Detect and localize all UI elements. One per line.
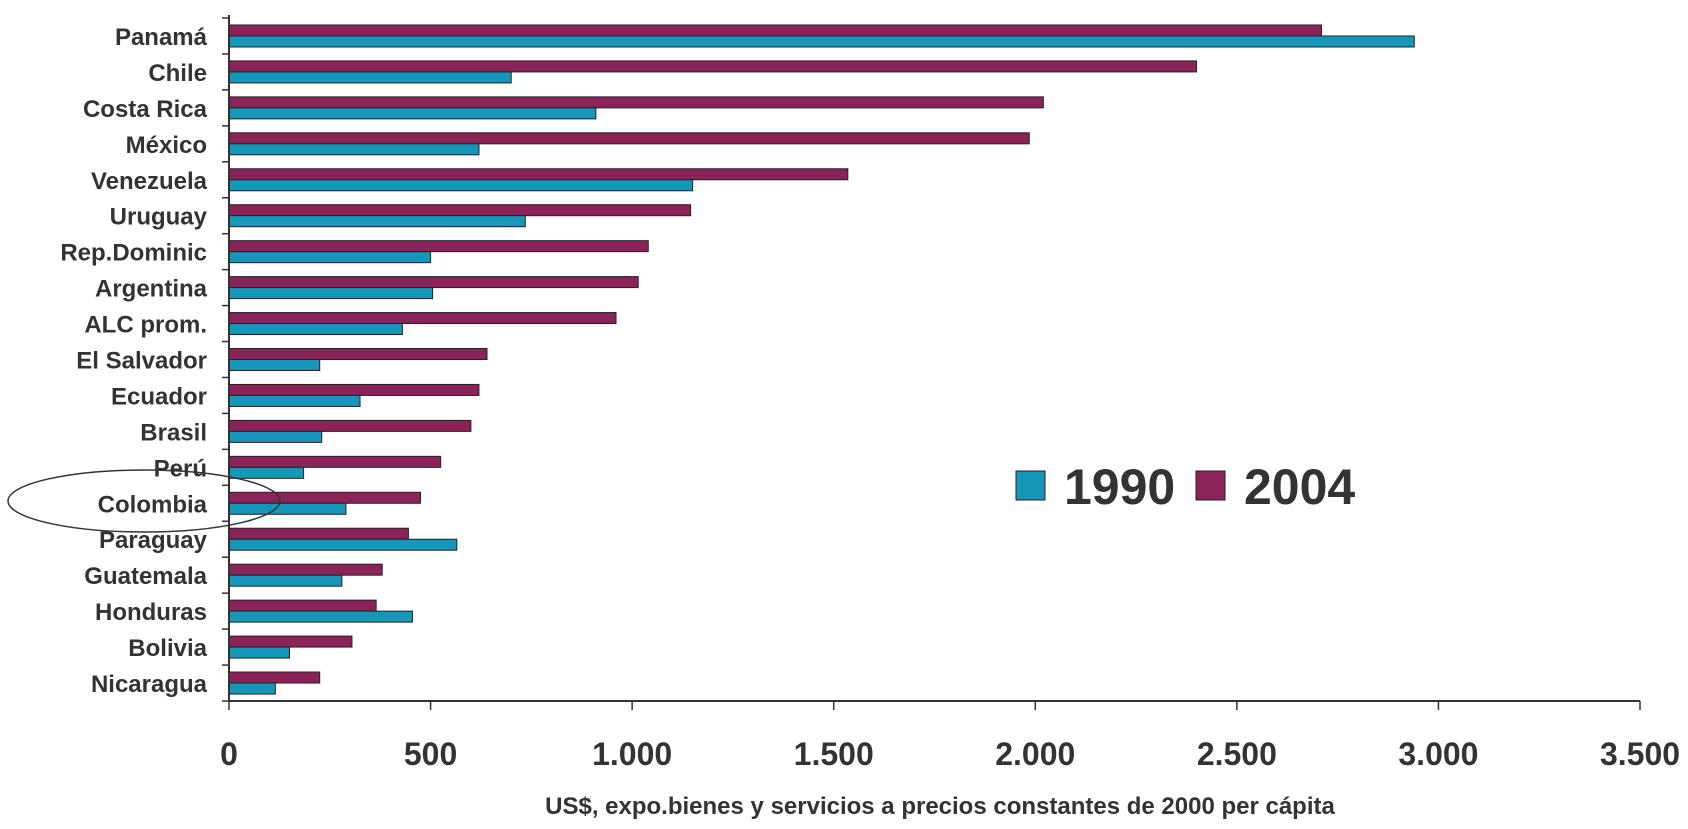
- bar-ecuador-1990: [228, 394, 361, 407]
- category-label-venezuela: Venezuela: [91, 168, 208, 195]
- category-label-alc-prom: ALC prom.: [84, 312, 207, 339]
- x-tick-label-0: 0: [220, 736, 238, 772]
- category-label-peru: Perú: [154, 455, 207, 482]
- x-tick-label-1-500: 1.500: [794, 736, 874, 772]
- bar-ecuador-2004: [228, 383, 480, 396]
- bar-peru-1990: [228, 466, 305, 479]
- bar-guatemala-1990: [228, 574, 343, 587]
- bar-el-salvador-1990: [228, 359, 321, 371]
- bar-uruguay-1990: [228, 215, 526, 228]
- bar-peru-2004: [228, 455, 442, 468]
- bar-mexico-1990: [228, 143, 480, 156]
- bar-alc-prom-2004: [228, 312, 617, 325]
- x-tick-label-3-500: 3.500: [1600, 736, 1680, 772]
- bar-panama-2004: [228, 24, 1323, 37]
- category-label-rep-dominic: Rep.Dominic: [60, 240, 207, 267]
- bar-costa-rica-2004: [228, 96, 1044, 109]
- category-label-honduras: Honduras: [95, 599, 207, 626]
- x-tick-label-3-000: 3.000: [1398, 736, 1478, 772]
- bar-paraguay-2004: [228, 527, 409, 540]
- x-tick-label-2-000: 2.000: [995, 736, 1075, 772]
- bar-brasil-1990: [228, 430, 323, 443]
- bar-chile-2004: [228, 60, 1198, 73]
- bar-mexico-2004: [228, 132, 1030, 145]
- category-label-el-salvador: El Salvador: [76, 348, 207, 375]
- category-labels: Panamá Chile Costa Rica México Venezuela Urug…: [60, 24, 207, 698]
- x-tick-label-2-500: 2.500: [1197, 736, 1277, 772]
- x-axis-label: US$, expo.bienes y servicios a precios c…: [545, 793, 1335, 820]
- axes: [222, 15, 1641, 710]
- bar-guatemala-2004: [228, 563, 383, 576]
- bar-rep-dominic-1990: [228, 251, 432, 264]
- bar-chile-1990: [228, 71, 512, 84]
- category-label-argentina: Argentina: [95, 276, 208, 303]
- category-label-nicaragua: Nicaragua: [91, 671, 208, 698]
- category-label-uruguay: Uruguay: [110, 204, 208, 231]
- legend-swatch-1990: [1015, 470, 1046, 501]
- bar-costa-rica-1990: [228, 107, 597, 120]
- bar-nicaragua-1990: [228, 682, 276, 695]
- highlight-ellipse: [7, 469, 281, 533]
- bar-bolivia-2004: [228, 635, 353, 648]
- category-label-bolivia: Bolivia: [128, 635, 207, 662]
- legend-label-2004: 2004: [1244, 459, 1355, 515]
- x-tick-labels: 0 500 1.000 1.500 2.000 2.500 3.000 3.500: [220, 736, 1680, 772]
- bar-rep-dominic-2004: [228, 240, 649, 253]
- bars-group: [228, 24, 1415, 695]
- bar-bolivia-1990: [228, 646, 290, 659]
- category-label-costa-rica: Costa Rica: [83, 96, 208, 123]
- bar-colombia-1990: [228, 502, 347, 515]
- x-tick-label-1-000: 1.000: [592, 736, 672, 772]
- category-label-brasil: Brasil: [140, 419, 207, 446]
- bar-argentina-2004: [228, 276, 639, 289]
- category-label-panama: Panamá: [115, 24, 208, 51]
- bar-paraguay-1990: [228, 538, 458, 551]
- bar-honduras-2004: [228, 599, 377, 612]
- category-label-ecuador: Ecuador: [111, 383, 207, 410]
- x-tick-label-500: 500: [404, 736, 457, 772]
- category-label-mexico: México: [126, 132, 207, 159]
- bar-honduras-1990: [228, 610, 413, 623]
- bar-argentina-1990: [228, 287, 434, 300]
- bar-venezuela-2004: [228, 168, 849, 181]
- bar-brasil-2004: [228, 419, 472, 432]
- category-label-chile: Chile: [148, 60, 207, 87]
- bar-nicaragua-2004: [228, 671, 321, 684]
- category-label-guatemala: Guatemala: [84, 563, 207, 590]
- bar-alc-prom-1990: [228, 323, 403, 336]
- bar-venezuela-1990: [228, 179, 694, 192]
- bar-uruguay-2004: [228, 204, 692, 217]
- bar-panama-1990: [228, 35, 1415, 48]
- legend-swatch-2004: [1195, 470, 1226, 501]
- bar-colombia-2004: [228, 491, 421, 504]
- category-label-colombia: Colombia: [98, 491, 208, 518]
- legend: 1990 2004: [1015, 459, 1355, 515]
- bar-el-salvador-2004: [228, 348, 488, 360]
- legend-label-1990: 1990: [1064, 459, 1175, 515]
